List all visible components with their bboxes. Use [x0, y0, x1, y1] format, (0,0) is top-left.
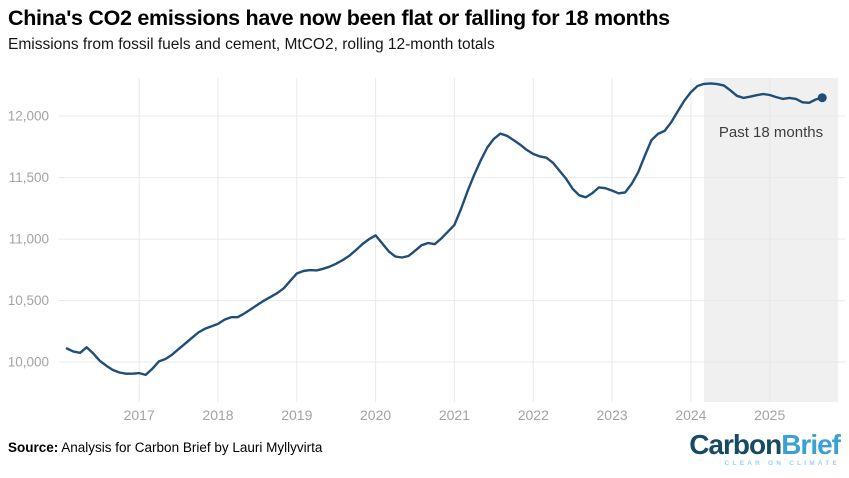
logo-carbon-text: Carbon [689, 429, 782, 460]
chart-subtitle: Emissions from fossil fuels and cement, … [8, 36, 495, 53]
y-tick-label: 10,500 [8, 293, 49, 308]
source-label: Source: [8, 440, 59, 455]
x-tick-label: 2024 [675, 407, 706, 423]
y-tick-label: 12,000 [8, 109, 49, 124]
x-tick-label: 2025 [754, 407, 785, 423]
y-tick-label: 11,500 [9, 170, 49, 185]
source-text: Analysis for Carbon Brief by Lauri Mylly… [58, 440, 323, 455]
annotation-past-18-months: Past 18 months [718, 124, 824, 141]
carbonbrief-logo: CarbonBrief CLEAR ON CLIMATE [689, 429, 841, 468]
past-18-months-region [704, 78, 839, 402]
logo-brief-text: Brief [781, 429, 841, 460]
y-tick-label: 10,000 [8, 355, 49, 370]
x-tick-label: 2020 [360, 407, 391, 423]
y-tick-label: 11,000 [9, 232, 49, 247]
x-tick-label: 2017 [124, 407, 155, 423]
chart-title: China's CO2 emissions have now been flat… [8, 6, 670, 30]
x-tick-label: 2022 [518, 407, 549, 423]
emissions-line [65, 82, 824, 377]
carbonbrief-logo-wordmark: CarbonBrief [689, 429, 841, 460]
x-tick-label: 2019 [281, 407, 312, 423]
x-tick-label: 2021 [439, 407, 470, 423]
x-tick-label: 2023 [597, 407, 628, 423]
x-tick-label: 2018 [202, 407, 233, 423]
logo-tagline: CLEAR ON CLIMATE [724, 460, 840, 467]
latest-value-dot [817, 93, 827, 103]
source-line: Source: Analysis for Carbon Brief by Lau… [8, 440, 322, 455]
